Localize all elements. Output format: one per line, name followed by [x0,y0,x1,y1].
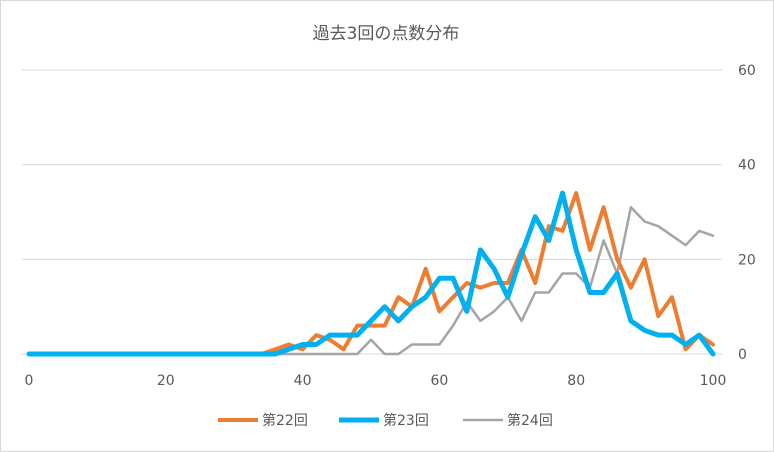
x-tick-label: 60 [430,373,448,389]
chart-title: 過去3回の点数分布 [313,24,460,44]
y-tick-label: 20 [738,252,756,268]
y-axis-tick-labels: 0 20 40 60 [738,63,756,363]
x-tick-label: 20 [157,373,175,389]
x-tick-label: 40 [294,373,312,389]
x-tick-label: 80 [567,373,585,389]
legend: 第22回 第23回 第24回 [218,412,553,429]
legend-label-1: 第22回 [262,412,308,429]
legend-label-3: 第24回 [507,412,553,429]
y-tick-label: 60 [738,63,756,79]
x-tick-label: 0 [25,373,34,389]
x-axis-tick-labels: 0 20 40 60 80 100 [25,373,727,389]
y-tick-label: 0 [738,347,747,363]
series-lines [26,190,716,357]
series-line-2 [26,190,716,357]
gridlines [22,69,722,355]
legend-label-2: 第23回 [383,412,429,429]
series-line-1 [27,191,715,356]
y-tick-label: 40 [738,158,756,174]
x-tick-label: 100 [700,373,727,389]
